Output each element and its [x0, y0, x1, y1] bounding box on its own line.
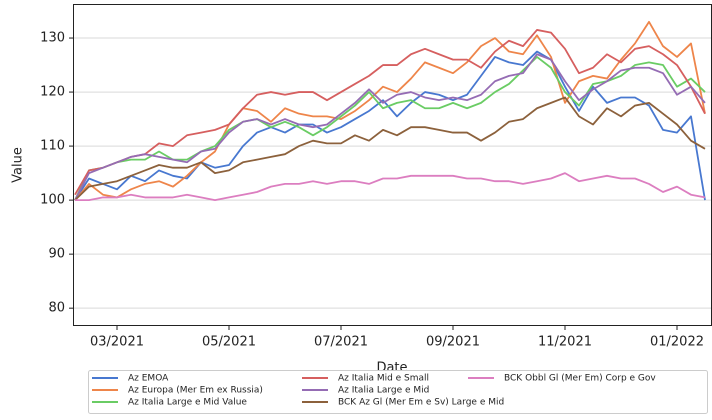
x-tick-label: 03/2021: [90, 335, 144, 350]
legend-label: Az Italia Large e Mid Value: [128, 398, 247, 408]
lines: [74, 20, 706, 202]
series-line: [74, 53, 706, 201]
x-tick-label: 09/2021: [426, 335, 480, 350]
legend: Az EMOA Az Europa (Mer Em ex Russia) Az It…: [92, 374, 656, 408]
series-line: [75, 172, 706, 202]
y-tick-label: 90: [48, 247, 65, 262]
series-line: [74, 20, 706, 201]
legend-label: Az Europa (Mer Em ex Russia): [128, 386, 263, 396]
legend-box: [88, 370, 708, 414]
y-axis-label: Value: [11, 147, 26, 183]
series-line: [74, 50, 706, 201]
y-tick-label: 120: [40, 85, 65, 100]
series-line: [74, 56, 706, 201]
legend-label: Az Italia Large e Mid: [338, 386, 429, 396]
y-tick-label: 110: [40, 139, 65, 154]
plot-frame: [73, 4, 712, 326]
grid: [73, 37, 712, 309]
legend-label: BCK Az Gl (Mer Em e Sv) Large e Mid: [338, 398, 504, 408]
legend-label: Az Italia Mid e Small: [338, 374, 429, 384]
axes: 80 90 100 110 120 130 03/2021 05/2021 07/2021 09/…: [40, 31, 704, 350]
legend-label: Az EMOA: [128, 374, 169, 384]
x-tick-label: 07/2021: [314, 335, 368, 350]
x-tick-label: 05/2021: [202, 335, 256, 350]
x-tick-label: 01/2022: [650, 335, 704, 350]
series-line: [74, 96, 706, 201]
y-tick-label: 80: [48, 301, 65, 316]
series-line: [74, 29, 706, 196]
legend-label: BCK Obbl Gl (Mer Em) Corp e Gov: [504, 374, 656, 384]
x-tick-label: 11/2021: [538, 335, 592, 350]
y-tick-label: 100: [40, 193, 65, 208]
y-tick-label: 130: [40, 31, 65, 46]
